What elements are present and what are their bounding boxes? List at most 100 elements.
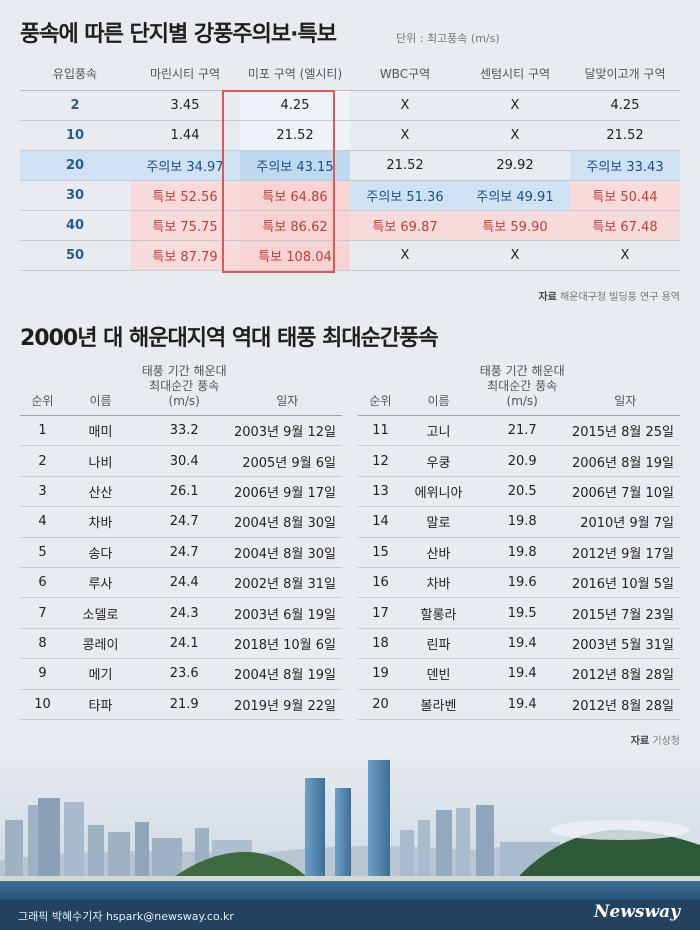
inflow-speed-cell: 10 [20, 120, 130, 151]
max-gust-cell: 23.6 [135, 658, 233, 690]
rank-cell: 4 [20, 506, 66, 538]
typhoon-name-cell: 송다 [65, 537, 136, 568]
typhoon-name-cell: 우쿵 [403, 445, 474, 477]
typhoon-name-cell: 산산 [65, 476, 136, 508]
wind-speed-cell: 특보 50.44 [570, 180, 680, 211]
wind-speed-cell: 4.25 [240, 90, 350, 121]
table-row: 15 산바 19.8 2012년 9월 17일 [358, 537, 680, 568]
column-header: 순위 [20, 364, 66, 416]
date-cell: 2018년 10월 6일 [232, 628, 342, 660]
source-note-1: 자료 해운대구청 빌딩풍 연구 용역 [538, 288, 680, 303]
date-cell: 2015년 8월 25일 [570, 415, 680, 447]
date-cell: 2012년 9월 17일 [570, 537, 680, 568]
wind-speed-cell: 3.45 [130, 90, 240, 121]
wind-speed-cell: 4.25 [570, 90, 680, 121]
rank-cell: 6 [20, 567, 66, 599]
footer-bar: 그래픽 박혜수기자 hspark@newsway.co.kr Newsway [0, 900, 700, 930]
date-cell: 2016년 10월 5일 [570, 567, 680, 599]
max-gust-cell: 19.4 [473, 689, 571, 720]
wind-speed-cell: 주의보 49.91 [460, 180, 570, 211]
wind-speed-cell: X [350, 240, 460, 271]
source-label: 자료 [538, 292, 557, 303]
column-header: 태풍 기간 해운대 최대순간 풍속(m/s) [135, 364, 233, 416]
rank-cell: 9 [20, 658, 66, 690]
table-header-row: 순위 이름 태풍 기간 해운대 최대순간 풍속(m/s) 일자 [20, 364, 342, 416]
inflow-speed-cell: 40 [20, 210, 130, 241]
rank-cell: 17 [358, 597, 404, 629]
wind-speed-cell: 주의보 33.43 [570, 150, 680, 181]
wind-speed-cell: 특보 67.48 [570, 210, 680, 241]
column-header: 센텀시티 구역 [460, 58, 570, 91]
table-row: 50 특보 87.79 특보 108.04 X X X [20, 240, 680, 271]
table-row: 18 린파 19.4 2003년 5월 31일 [358, 628, 680, 660]
date-cell: 2004년 8월 30일 [232, 537, 342, 568]
date-cell: 2012년 8월 28일 [570, 689, 680, 720]
rank-cell: 11 [358, 415, 404, 447]
rank-cell: 14 [358, 506, 404, 538]
rank-cell: 13 [358, 476, 404, 508]
rank-cell: 16 [358, 567, 404, 599]
date-cell: 2006년 9월 17일 [232, 476, 342, 508]
wind-speed-cell: 1.44 [130, 120, 240, 151]
wind-speed-cell: 특보 64.86 [240, 180, 350, 211]
date-cell: 2012년 8월 28일 [570, 658, 680, 690]
rank-cell: 3 [20, 476, 66, 508]
column-header: 일자 [232, 364, 342, 416]
wind-speed-cell: X [460, 240, 570, 271]
wind-speed-cell: 29.92 [460, 150, 570, 181]
table-row: 16 차바 19.6 2016년 10월 5일 [358, 567, 680, 599]
table-row: 10 1.44 21.52 X X 21.52 [20, 120, 680, 151]
table-header-row: 순위 이름 태풍 기간 해운대 최대순간 풍속(m/s) 일자 [358, 364, 680, 416]
date-cell: 2004년 8월 19일 [232, 658, 342, 690]
table-row: 8 콩레이 24.1 2018년 10월 6일 [20, 628, 342, 660]
wind-speed-cell: 21.52 [240, 120, 350, 151]
chart-title: 풍속에 따른 단지별 강풍주의보·특보 [20, 22, 337, 47]
wind-speed-cell: 주의보 34.97 [130, 150, 240, 181]
rank-cell: 7 [20, 597, 66, 629]
wind-warning-table: 유입풍속 마린시티 구역 미포 구역 (엘시티) WBC구역 센텀시티 구역 달맞이고개 … [20, 58, 680, 271]
table-header-row: 유입풍속 마린시티 구역 미포 구역 (엘시티) WBC구역 센텀시티 구역 달맞이고개 … [20, 58, 680, 91]
rank-cell: 12 [358, 445, 404, 477]
date-cell: 2005년 9월 6일 [232, 445, 342, 477]
table-row: 19 덴빈 19.4 2012년 8월 28일 [358, 658, 680, 690]
rank-cell: 10 [20, 689, 66, 720]
max-gust-cell: 33.2 [135, 415, 233, 447]
max-gust-cell: 19.8 [473, 537, 571, 568]
column-header: 이름 [403, 364, 474, 416]
column-header: 미포 구역 (엘시티) [240, 58, 350, 91]
typhoon-name-cell: 고니 [403, 415, 474, 447]
table-row: 7 소델로 24.3 2003년 6월 19일 [20, 597, 342, 629]
max-gust-cell: 21.7 [473, 415, 571, 447]
column-header: 마린시티 구역 [130, 58, 240, 91]
max-gust-cell: 20.9 [473, 445, 571, 477]
table-row: 4 차바 24.7 2004년 8월 30일 [20, 506, 342, 538]
table-row: 40 특보 75.75 특보 86.62 특보 69.87 특보 59.90 특보 67.… [20, 210, 680, 241]
wind-speed-cell: 주의보 43.15 [240, 150, 350, 181]
typhoon-table-left: 순위 이름 태풍 기간 해운대 최대순간 풍속(m/s) 일자 1 매미 33.2 2003… [20, 364, 342, 720]
max-gust-cell: 24.1 [135, 628, 233, 660]
typhoon-name-cell: 콩레이 [65, 628, 136, 660]
wind-speed-cell: X [460, 90, 570, 121]
table-row: 20 볼라벤 19.4 2012년 8월 28일 [358, 689, 680, 720]
wind-speed-cell: 특보 52.56 [130, 180, 240, 211]
column-header: 일자 [570, 364, 680, 416]
wind-speed-cell: 주의보 51.36 [350, 180, 460, 211]
date-cell: 2003년 5월 31일 [570, 628, 680, 660]
typhoon-name-cell: 메기 [65, 658, 136, 690]
column-header: 유입풍속 [20, 58, 130, 91]
table-row: 9 메기 23.6 2004년 8월 19일 [20, 658, 342, 690]
wind-speed-cell: X [350, 90, 460, 121]
rank-cell: 5 [20, 537, 66, 568]
table-row: 12 우쿵 20.9 2006년 8월 19일 [358, 445, 680, 477]
rank-cell: 8 [20, 628, 66, 660]
max-gust-cell: 24.7 [135, 506, 233, 538]
typhoon-name-cell: 차바 [403, 567, 474, 599]
typhoon-name-cell: 매미 [65, 415, 136, 447]
wind-speed-cell: 특보 108.04 [240, 240, 350, 271]
unit-label: 단위 : 최고풍속 (m/s) [396, 32, 500, 45]
max-gust-cell: 30.4 [135, 445, 233, 477]
inflow-speed-cell: 2 [20, 90, 130, 121]
date-cell: 2010년 9월 7일 [570, 506, 680, 538]
max-gust-cell: 20.5 [473, 476, 571, 508]
rank-cell: 19 [358, 658, 404, 690]
